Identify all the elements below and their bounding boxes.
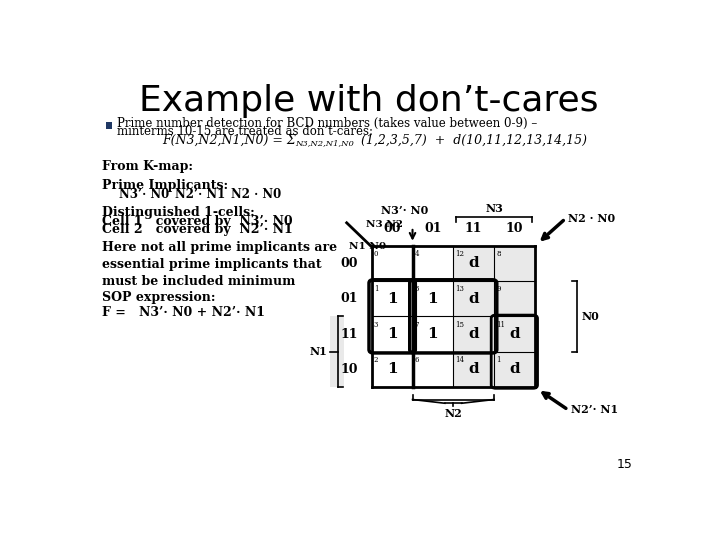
Text: Prime number detection for BCD numbers (takes value between 0-9) –: Prime number detection for BCD numbers (… [117,117,537,130]
Text: 7: 7 [415,321,419,329]
Text: F(N3,N2,N1,N0) = Σ: F(N3,N2,N1,N0) = Σ [163,134,297,147]
Text: N3 N2: N3 N2 [366,220,402,229]
Text: Cell 1   covered by  N3’· N0: Cell 1 covered by N3’· N0 [102,215,293,228]
Text: 00: 00 [384,222,401,235]
Text: Cell 2   covered by  N2’· N1: Cell 2 covered by N2’· N1 [102,224,293,237]
Text: 1: 1 [428,327,438,341]
Text: N3: N3 [485,203,503,214]
Text: 15: 15 [455,321,464,329]
Text: 1: 1 [374,285,378,293]
Text: 1: 1 [496,356,500,364]
FancyBboxPatch shape [454,246,535,387]
Text: N2 · N0: N2 · N0 [230,188,281,201]
Text: N2’· N1: N2’· N1 [175,188,225,201]
Text: Prime Implicants:: Prime Implicants: [102,179,228,192]
Text: 6: 6 [415,356,419,364]
Text: SOP expression:: SOP expression: [102,291,216,304]
Text: N0: N0 [581,311,599,322]
Text: Distinguished 1-cells:: Distinguished 1-cells: [102,206,255,219]
Text: N2: N2 [444,408,462,419]
Text: 12: 12 [455,250,464,258]
Text: 1: 1 [387,292,397,306]
Text: 3: 3 [415,285,419,293]
Text: From K-map:: From K-map: [102,160,193,173]
Text: Example with don’t-cares: Example with don’t-cares [139,84,599,118]
Text: F =   N3’· N0 + N2’· N1: F = N3’· N0 + N2’· N1 [102,306,265,319]
Text: d: d [509,327,520,341]
Text: N3’· N0: N3’· N0 [381,205,428,216]
Text: 11: 11 [496,321,505,329]
Text: 11: 11 [465,222,482,235]
Text: N1 N0: N1 N0 [349,241,387,251]
Text: N1: N1 [310,346,327,357]
Text: 15: 15 [616,458,632,471]
FancyBboxPatch shape [106,122,112,129]
Text: minterms 10-15 are treated as don’t-cares:: minterms 10-15 are treated as don’t-care… [117,125,373,138]
Text: 13: 13 [455,285,464,293]
Text: 3: 3 [374,321,378,329]
Text: must be included minimum: must be included minimum [102,274,296,287]
Text: 11: 11 [341,328,358,341]
Text: 8: 8 [496,250,500,258]
Text: d: d [468,256,479,271]
Text: 1: 1 [428,292,438,306]
Text: (1,2,3,5,7)  +  d(10,11,12,13,14,15): (1,2,3,5,7) + d(10,11,12,13,14,15) [356,134,587,147]
Text: d: d [468,292,479,306]
Text: d: d [468,362,479,376]
Text: N2 · N0: N2 · N0 [568,213,616,224]
Text: 1: 1 [387,362,397,376]
Text: 2: 2 [374,356,378,364]
Text: 9: 9 [496,285,500,293]
Text: 01: 01 [341,292,358,305]
Text: 1: 1 [387,327,397,341]
Text: Here not all prime implicants are: Here not all prime implicants are [102,241,338,254]
Text: 10: 10 [341,363,358,376]
Text: 4: 4 [415,250,419,258]
Text: 10: 10 [505,222,523,235]
Text: 0: 0 [374,250,378,258]
FancyBboxPatch shape [330,316,344,387]
Text: d: d [468,327,479,341]
Text: N3’· N0: N3’· N0 [119,188,169,201]
Text: N2’· N1: N2’· N1 [571,404,618,415]
Text: 01: 01 [424,222,441,235]
Text: N3,N2,N1,N0: N3,N2,N1,N0 [295,139,354,147]
Text: 00: 00 [341,257,358,270]
Text: essential prime implicants that: essential prime implicants that [102,258,322,271]
Text: d: d [509,362,520,376]
Text: 14: 14 [455,356,464,364]
